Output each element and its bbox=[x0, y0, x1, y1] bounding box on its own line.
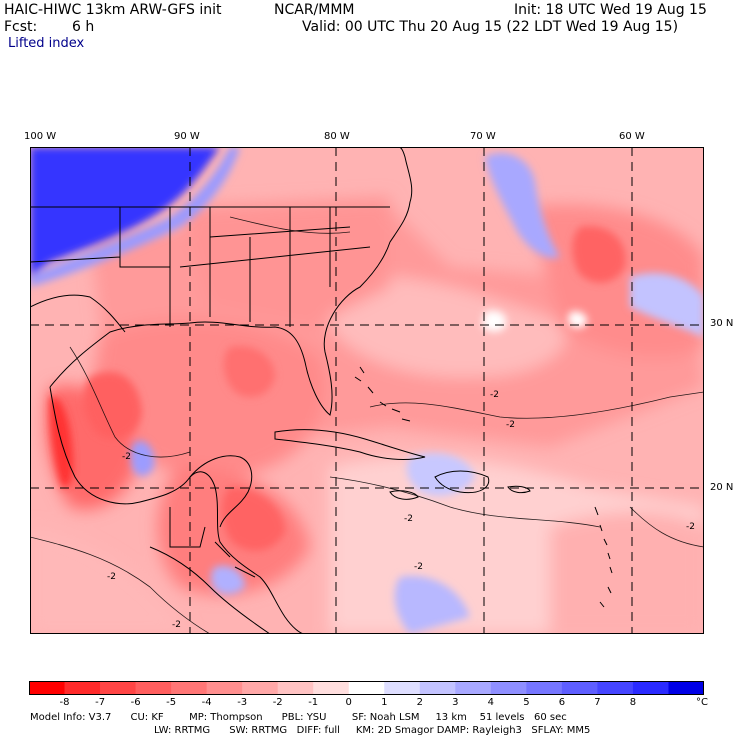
coastline-mexico bbox=[49, 386, 306, 634]
lon-label-60w: 60 W bbox=[619, 131, 645, 142]
colorbar-cell bbox=[29, 681, 66, 695]
colorbar-tick-label: 0 bbox=[345, 697, 352, 708]
colorbar-tick-label: 4 bbox=[487, 697, 494, 708]
state-borders bbox=[30, 206, 390, 327]
colorbar-tick-label: 8 bbox=[629, 697, 637, 708]
shade-se-us bbox=[180, 197, 390, 327]
shade-central-gulf-core bbox=[223, 346, 275, 397]
colorbar-cell bbox=[242, 681, 279, 695]
stable-region-central-america bbox=[210, 565, 245, 595]
colorbar-tick-label: -1 bbox=[308, 697, 319, 708]
stable-region-atlantic-small-2 bbox=[568, 311, 588, 328]
colorbar-cell bbox=[597, 681, 634, 695]
coastline-cuba bbox=[274, 429, 426, 460]
colorbar-tick-label: 5 bbox=[523, 697, 530, 708]
colorbar-cell bbox=[632, 681, 669, 695]
contour-line-north bbox=[229, 216, 351, 234]
model-title: HAIC-HIWC 13km ARW-GFS init bbox=[4, 2, 222, 18]
contour-line-pacific bbox=[30, 536, 211, 634]
colorbar-cell bbox=[348, 681, 385, 695]
colorbar-cell bbox=[490, 681, 527, 695]
coastline-bahamas bbox=[354, 366, 411, 422]
contour-label: -2 bbox=[506, 420, 515, 430]
forecast-label: Fcst: bbox=[4, 19, 38, 35]
colorbar-cell bbox=[100, 681, 137, 695]
lat-label-20n: 20 N bbox=[710, 482, 734, 493]
field-name: Lifted index bbox=[8, 36, 85, 51]
contour-line-caribbean bbox=[329, 476, 601, 528]
colorbar-tick-label: 6 bbox=[558, 697, 566, 708]
coastline-hispaniola bbox=[434, 470, 490, 494]
colorbar-cell bbox=[277, 681, 314, 695]
colorbar-tick-label: -5 bbox=[166, 697, 177, 708]
lon-label-80w: 80 W bbox=[324, 131, 350, 142]
colorbar-cell bbox=[313, 681, 350, 695]
contour-label: -2 bbox=[107, 572, 116, 582]
contour-line-gulf bbox=[69, 346, 191, 458]
lifted-index-map: -2 -2 -2 -2 -2 -2 -2 -2 bbox=[30, 147, 704, 634]
shade-east-caribbean bbox=[550, 512, 704, 634]
contour-line-atlantic bbox=[369, 391, 704, 419]
shade-atlantic-central bbox=[330, 275, 566, 378]
coastline-us-gulf bbox=[49, 147, 413, 416]
shade-yucatan-core bbox=[221, 487, 285, 551]
valid-time: Valid: 00 UTC Thu 20 Aug 15 (22 LDT Wed … bbox=[302, 19, 679, 35]
stable-region-caribbean-south bbox=[394, 576, 470, 634]
coastline-puerto-rico bbox=[507, 485, 531, 494]
mexico-border bbox=[30, 294, 126, 333]
forecast-hour: 6 h bbox=[72, 19, 95, 35]
contour-label: -2 bbox=[404, 514, 413, 524]
colorbar-tick-label: -4 bbox=[201, 697, 212, 708]
colorbar-cell bbox=[171, 681, 208, 695]
colorbar-cell bbox=[526, 681, 563, 695]
shade-atlantic-core bbox=[572, 226, 626, 283]
colorbar-cell bbox=[384, 681, 421, 695]
colorbar-tick-label: -8 bbox=[59, 697, 70, 708]
lon-label-70w: 70 W bbox=[470, 131, 496, 142]
colorbar-cell bbox=[135, 681, 172, 695]
map-frame bbox=[30, 147, 704, 634]
colorbar-cell bbox=[206, 681, 243, 695]
stable-region-plains bbox=[30, 147, 220, 277]
color-scale-bar bbox=[29, 681, 704, 695]
model-info-line-1: Model Info: V3.7 CU: KF MP: Thompson PBL… bbox=[30, 712, 567, 723]
contour-label: -2 bbox=[490, 390, 499, 400]
colorbar-tick-label: 1 bbox=[381, 697, 388, 708]
colorbar-unit: °C bbox=[696, 697, 708, 708]
colorbar-cell bbox=[455, 681, 492, 695]
stable-region-plains-edge bbox=[30, 147, 240, 287]
stable-region-atlantic-swirl bbox=[485, 153, 560, 258]
coastline-central-america-pacific bbox=[149, 546, 271, 634]
colorbar-cell bbox=[668, 681, 704, 695]
colorbar-cell bbox=[64, 681, 101, 695]
lat-label-30n: 30 N bbox=[710, 318, 734, 329]
contour-label: -2 bbox=[414, 562, 423, 572]
colorbar-tick-label: -3 bbox=[237, 697, 248, 708]
lon-label-100w: 100 W bbox=[24, 131, 57, 142]
stable-region-atlantic-east bbox=[630, 273, 704, 337]
stable-region-atlantic-small bbox=[482, 310, 507, 332]
organization-label: NCAR/MMM bbox=[274, 2, 355, 18]
coastline-lesser-antilles bbox=[594, 506, 613, 608]
contour-label: -2 bbox=[686, 522, 695, 532]
colorbar-cell bbox=[419, 681, 456, 695]
colorbar-tick-label: -6 bbox=[130, 697, 141, 708]
colorbar-cell bbox=[561, 681, 598, 695]
colorbar-tick-label: 7 bbox=[594, 697, 601, 708]
contour-label: -2 bbox=[172, 620, 181, 630]
central-america-borders bbox=[169, 507, 256, 578]
contour-line-east-caribbean bbox=[629, 506, 704, 548]
coastline-yucatan bbox=[189, 455, 253, 528]
model-info-line-2: LW: RRTMG SW: RRTMG DIFF: full KM: 2D Sm… bbox=[154, 725, 591, 736]
colorbar-tick-label: 2 bbox=[416, 697, 423, 708]
lon-label-90w: 90 W bbox=[174, 131, 200, 142]
shade-texas-gulf-core bbox=[83, 371, 142, 440]
contour-label: -2 bbox=[122, 452, 131, 462]
colorbar-tick-label: 3 bbox=[452, 697, 459, 708]
stable-region-gulf-blob bbox=[130, 441, 155, 476]
shade-eastern-pacific bbox=[30, 527, 190, 634]
colorbar-tick-label: -2 bbox=[272, 697, 283, 708]
init-time: Init: 18 UTC Wed 19 Aug 15 bbox=[514, 2, 707, 18]
colorbar-tick-label: -7 bbox=[95, 697, 106, 708]
